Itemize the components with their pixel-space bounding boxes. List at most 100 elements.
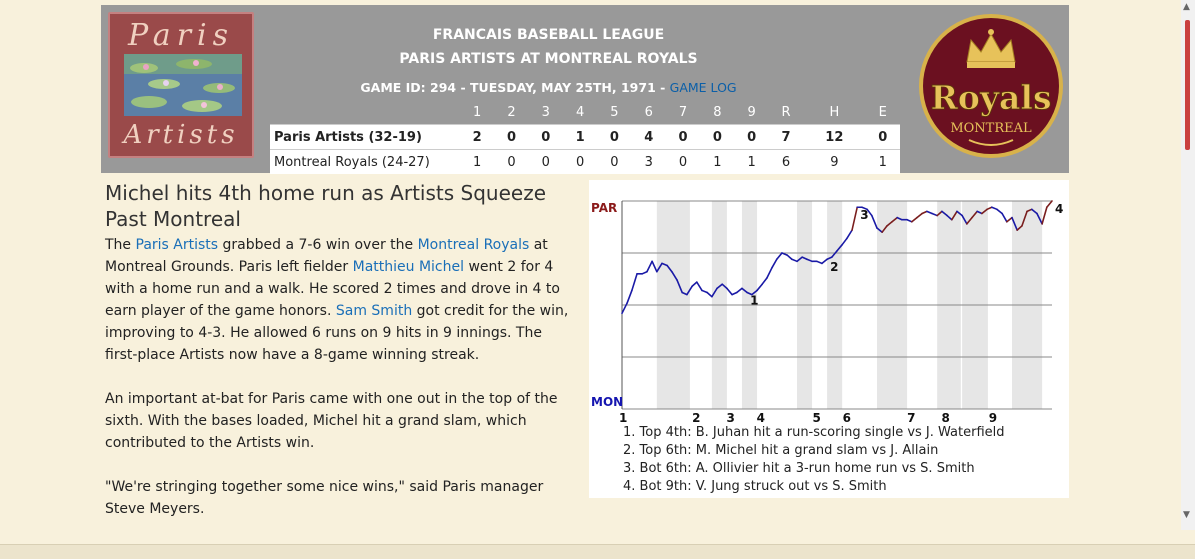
win-probability-segment: [896, 216, 903, 221]
team-name-cell: Montreal Royals (24-27): [270, 149, 460, 174]
win-probability-segment: [666, 264, 673, 273]
win-probability-segment: [846, 229, 853, 240]
win-probability-segment: [721, 283, 728, 290]
win-probability-segment: [696, 281, 703, 292]
win-probability-segment: [796, 256, 803, 263]
win-probability-segment: [691, 281, 698, 288]
inning-tick-label: 5: [813, 411, 821, 424]
linescore-column-header: 5: [610, 105, 619, 120]
win-probability-segment: [886, 220, 893, 227]
linescore-cell: 0: [528, 149, 563, 174]
game-log-link[interactable]: GAME LOG: [669, 80, 737, 95]
win-probability-segment: [1011, 216, 1018, 231]
chart-note: 1. Top 4th: B. Juhan hit a run-scoring s…: [623, 425, 1005, 440]
linescore-column-header: 3: [541, 105, 550, 120]
logo-paris-word: Paris: [127, 18, 235, 53]
win-probability-segment: [916, 212, 923, 219]
story-paragraph-1: The Paris Artists grabbed a 7-6 win over…: [105, 234, 575, 366]
scrollbar-thumb[interactable]: [1185, 20, 1190, 150]
win-probability-segment: [956, 210, 963, 217]
table-row: Montreal Royals (24-27) 1 0 0 0 0 3 0 1 1 6 9 1: [270, 149, 900, 174]
win-probability-segment: [821, 258, 828, 265]
linescore-column-header: 2: [507, 105, 516, 120]
linescore-column-header: 6: [644, 105, 653, 120]
scroll-up-arrow-icon[interactable]: ▲: [1183, 2, 1190, 12]
linescore-cell: 0: [528, 124, 563, 150]
win-probability-segment: [871, 214, 878, 229]
win-probability-segment: [1001, 212, 1008, 223]
linescore-cell: 0: [562, 149, 598, 174]
bottom-team-label: MON: [591, 395, 623, 409]
inning-tick-label: 4: [757, 411, 765, 424]
event-marker-label: 1: [750, 294, 758, 308]
linescore-cell: 3: [631, 149, 666, 174]
win-probability-segment: [926, 210, 933, 215]
linescore-column-header: 8: [713, 105, 722, 120]
win-probability-segment: [876, 227, 883, 234]
win-probability-segment: [791, 258, 798, 263]
event-marker-label: 2: [830, 260, 838, 274]
linescore-column-header: H: [829, 105, 840, 120]
story-paragraph-2: An important at-bat for Paris came with …: [105, 391, 558, 451]
team-column-header: [270, 101, 460, 125]
linescore-cell: 12: [803, 124, 866, 150]
crown-icon: [966, 29, 1016, 68]
sam-smith-link[interactable]: Sam Smith: [335, 303, 413, 319]
win-probability-segment: [726, 287, 733, 296]
linescore-column-header: E: [878, 105, 887, 120]
chart-note: 2. Top 6th: M. Michel hit a grand slam v…: [623, 443, 939, 458]
matchup-title: PARIS ARTISTS AT MONTREAL ROYALS: [399, 51, 698, 67]
story-text: at Montreal Grounds. Paris left fielder: [105, 237, 548, 275]
win-probability-segment: [836, 243, 843, 252]
montreal-royals-link[interactable]: Montreal Royals: [417, 237, 530, 253]
win-probability-segment: [801, 256, 808, 261]
win-probability-segment: [831, 250, 838, 258]
game-titles: FRANCAIS BASEBALL LEAGUE PARIS ARTISTS A…: [271, 23, 826, 97]
win-probability-segment: [776, 252, 783, 261]
paris-artists-logo[interactable]: Paris Artists: [108, 12, 254, 158]
win-probability-segment: [1021, 210, 1028, 227]
win-probability-segment: [906, 218, 913, 223]
win-probability-segment: [1006, 216, 1013, 223]
inning-tick-label: 9: [989, 411, 997, 424]
linescore-cell: 1: [460, 149, 495, 174]
win-probability-segment: [826, 256, 833, 261]
win-probability-segment: [621, 302, 628, 315]
win-probability-segment: [671, 270, 678, 281]
win-probability-segment: [1041, 206, 1048, 225]
win-probability-segment: [741, 287, 748, 294]
chart-notes: 1. Top 4th: B. Juhan hit a run-scoring s…: [623, 424, 1005, 496]
win-probability-segment: [1036, 212, 1043, 225]
win-probability-segment: [971, 210, 978, 219]
linescore-cell: 0: [700, 124, 735, 150]
win-probability-segment: [651, 260, 658, 273]
win-probability-segment: [786, 254, 793, 261]
win-probability-segment: [681, 291, 688, 296]
win-probability-segment: [1026, 208, 1033, 213]
win-probability-segment: [881, 225, 888, 234]
win-probability-segment: [756, 283, 763, 292]
win-probability-segment: [1046, 200, 1053, 209]
inning-tick-label: 6: [843, 411, 851, 424]
linescore-cell: 1: [562, 124, 598, 150]
win-probability-segment: [716, 283, 723, 290]
win-probability-segment: [706, 291, 713, 298]
vertical-scrollbar[interactable]: ▲ ▼: [1181, 0, 1195, 530]
win-probability-segment: [656, 262, 663, 273]
inning-tick-label: 1: [619, 411, 627, 424]
linescore-cell: 0: [494, 124, 529, 150]
linescore-column-header: R: [781, 105, 791, 120]
linescore-cell: 4: [631, 124, 666, 150]
win-probability-segment: [1030, 208, 1038, 215]
win-probability-segment: [731, 291, 738, 296]
matthieu-michel-link[interactable]: Matthieu Michel: [352, 259, 465, 275]
win-probability-segment: [766, 266, 773, 279]
league-title: FRANCAIS BASEBALL LEAGUE: [432, 27, 665, 43]
paris-artists-link[interactable]: Paris Artists: [135, 237, 219, 253]
win-probability-segment: [686, 285, 693, 296]
scroll-down-arrow-icon[interactable]: ▼: [1183, 510, 1190, 520]
win-probability-segment: [711, 287, 718, 298]
chart-note: 3. Bot 6th: A. Ollivier hit a 3-run home…: [623, 461, 975, 476]
montreal-royals-logo[interactable]: Royals MONTREAL: [917, 12, 1065, 160]
